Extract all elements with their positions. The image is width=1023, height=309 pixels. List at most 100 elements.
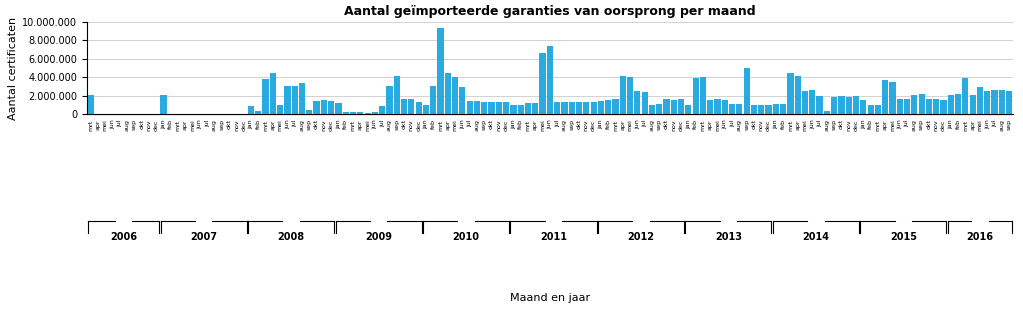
Text: apr: apr (445, 119, 450, 130)
Text: apr: apr (883, 119, 888, 130)
Text: mei: mei (627, 119, 632, 131)
Text: feb: feb (694, 119, 698, 129)
Bar (707, 100, 713, 114)
Text: mrt: mrt (788, 119, 793, 130)
Text: apr: apr (620, 119, 625, 130)
Bar (758, 104, 764, 114)
Bar (649, 104, 655, 114)
Text: nov: nov (934, 119, 939, 131)
Text: feb: feb (781, 119, 786, 129)
Text: dec: dec (153, 119, 159, 131)
Text: okt: okt (839, 119, 844, 129)
Text: okt: okt (489, 119, 494, 129)
Text: sep: sep (1007, 119, 1012, 130)
Bar (422, 105, 429, 114)
Bar (1006, 91, 1012, 114)
Text: jan: jan (948, 119, 953, 129)
Bar (532, 103, 538, 114)
Bar (714, 99, 720, 114)
Text: apr: apr (270, 119, 275, 130)
Bar (474, 101, 480, 114)
Bar (947, 95, 953, 114)
Text: 2006: 2006 (109, 232, 137, 242)
Text: mrt: mrt (876, 119, 881, 130)
Text: 2016: 2016 (967, 232, 993, 242)
Text: apr: apr (708, 119, 713, 130)
Text: nov: nov (846, 119, 851, 131)
Text: jan: jan (336, 119, 341, 129)
Text: sep: sep (394, 119, 399, 130)
Bar (466, 101, 473, 114)
Bar (371, 112, 379, 114)
Text: nov: nov (584, 119, 589, 131)
Text: apr: apr (970, 119, 975, 130)
Text: jan: jan (860, 119, 865, 129)
Text: aug: aug (562, 119, 567, 131)
Text: jul: jul (205, 119, 210, 127)
Bar (255, 111, 261, 114)
Text: 2007: 2007 (190, 232, 217, 242)
Text: mei: mei (452, 119, 457, 131)
Bar (613, 99, 619, 114)
Text: dec: dec (941, 119, 946, 131)
Text: jun: jun (985, 119, 990, 129)
Text: aug: aug (650, 119, 655, 131)
Bar (970, 95, 976, 114)
Bar (729, 104, 736, 114)
Text: jan: jan (598, 119, 604, 129)
Text: 2011: 2011 (540, 232, 567, 242)
Bar (919, 94, 925, 114)
Bar (583, 102, 589, 114)
Bar (525, 103, 531, 114)
Text: feb: feb (519, 119, 523, 129)
Bar (889, 82, 895, 114)
Bar (88, 95, 94, 114)
Bar (488, 102, 495, 114)
Text: jul: jul (992, 119, 997, 127)
Text: apr: apr (358, 119, 363, 130)
Bar (744, 68, 750, 114)
Text: nov: nov (321, 119, 326, 131)
Text: mrt: mrt (701, 119, 706, 130)
Text: 2014: 2014 (802, 232, 830, 242)
Text: dec: dec (678, 119, 683, 131)
Text: mrt: mrt (263, 119, 268, 130)
Bar (546, 46, 553, 114)
Text: sep: sep (919, 119, 924, 130)
Text: feb: feb (869, 119, 873, 129)
Text: mrt: mrt (176, 119, 181, 130)
Text: nov: nov (759, 119, 764, 131)
Bar (998, 90, 1005, 114)
Bar (394, 76, 400, 114)
Text: nov: nov (409, 119, 414, 131)
Text: mei: mei (802, 119, 807, 131)
Text: aug: aug (825, 119, 830, 131)
Text: aug: aug (737, 119, 742, 131)
Text: jul: jul (642, 119, 648, 127)
Bar (824, 111, 830, 114)
Bar (452, 77, 458, 114)
Bar (751, 104, 757, 114)
Bar (430, 86, 437, 114)
Text: jun: jun (635, 119, 639, 129)
Text: aug: aug (125, 119, 130, 131)
Text: okt: okt (752, 119, 756, 129)
Text: Maand en jaar: Maand en jaar (509, 293, 590, 303)
Text: okt: okt (577, 119, 581, 129)
Title: Aantal geïmporteerde garanties van oorsprong per maand: Aantal geïmporteerde garanties van oorsp… (344, 5, 756, 18)
Bar (816, 96, 822, 114)
Text: aug: aug (475, 119, 480, 131)
Text: dec: dec (328, 119, 333, 131)
Bar (569, 102, 575, 114)
Bar (350, 112, 356, 114)
Text: jul: jul (468, 119, 473, 127)
Text: mrt: mrt (526, 119, 531, 130)
Text: mei: mei (977, 119, 982, 131)
Bar (248, 106, 254, 114)
Bar (663, 99, 670, 114)
Text: jun: jun (109, 119, 115, 129)
Text: mei: mei (715, 119, 720, 131)
Bar (977, 87, 983, 114)
Bar (853, 96, 859, 114)
Bar (620, 76, 626, 114)
